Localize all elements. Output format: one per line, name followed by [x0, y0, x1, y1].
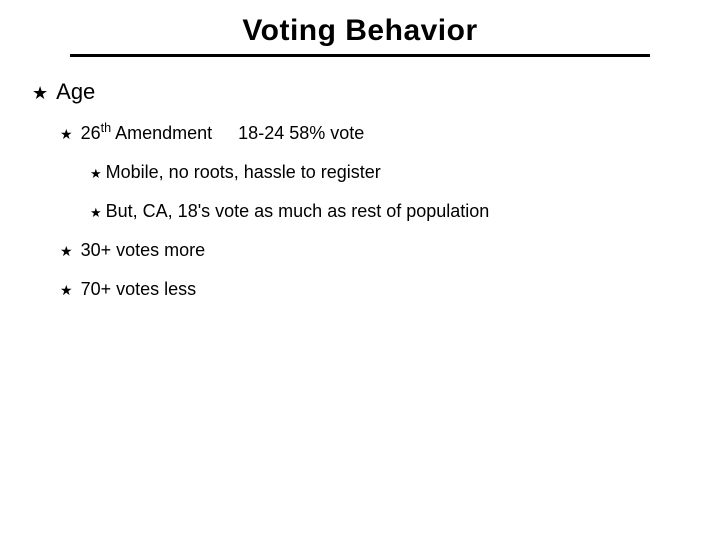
bullet-seventy: ★ 70+ votes less	[60, 279, 690, 300]
star-icon: ★	[60, 283, 73, 297]
star-icon: ★	[90, 167, 102, 180]
amend-pre: 26	[81, 123, 101, 143]
star-icon: ★	[60, 127, 73, 141]
bullet-text: 26th Amendment 18-24 58% vote	[81, 123, 365, 144]
bullet-text: Age	[56, 79, 95, 105]
star-icon: ★	[60, 244, 73, 258]
star-icon: ★	[90, 206, 102, 219]
bullet-age: ★ Age	[32, 79, 690, 105]
content-area: ★ Age ★ 26th Amendment 18-24 58% vote ★ M…	[30, 57, 690, 300]
bullet-amendment: ★ 26th Amendment 18-24 58% vote	[60, 123, 690, 144]
title-wrap: Voting Behavior	[30, 14, 690, 48]
bullet-but-ca: ★ But, CA, 18's vote as much as rest of …	[90, 201, 690, 222]
slide: Voting Behavior ★ Age ★ 26th Amendment 18…	[0, 0, 720, 540]
star-icon: ★	[32, 84, 48, 102]
bullet-text: 30+ votes more	[81, 240, 206, 261]
bullet-text: Mobile, no roots, hassle to register	[106, 162, 381, 183]
slide-title: Voting Behavior	[242, 14, 477, 48]
bullet-text: 70+ votes less	[81, 279, 197, 300]
amend-tail: 18-24 58% vote	[238, 123, 364, 143]
amend-ordinal: th	[101, 121, 112, 135]
bullet-thirty: ★ 30+ votes more	[60, 240, 690, 261]
bullet-mobile: ★ Mobile, no roots, hassle to register	[90, 162, 690, 183]
amend-post: Amendment	[111, 123, 212, 143]
bullet-text: But, CA, 18's vote as much as rest of po…	[106, 201, 490, 222]
